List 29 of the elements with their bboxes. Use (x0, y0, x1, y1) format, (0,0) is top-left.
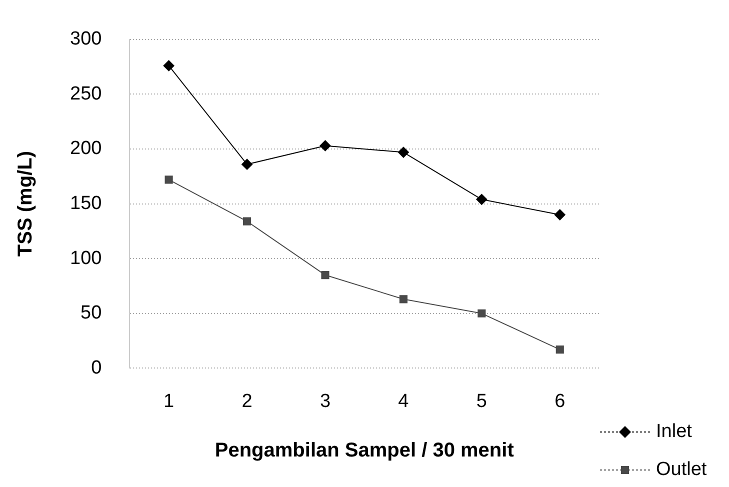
y-tick-label: 50 (80, 302, 102, 324)
point (164, 176, 173, 184)
x-tick-label: 6 (554, 390, 566, 412)
point (556, 346, 564, 354)
point (163, 60, 174, 72)
point (399, 295, 408, 304)
point (321, 271, 330, 280)
legend-label: Inlet (656, 421, 693, 442)
point (476, 194, 488, 205)
x-axis-title: Pengambilan Sampel / 30 menit (214, 440, 514, 462)
y-tick-label: 150 (70, 193, 102, 214)
x-tick-label: 1 (164, 390, 174, 412)
y-axis-title: TSS (mg/L) (14, 151, 37, 257)
x-tick-label: 4 (398, 390, 410, 412)
y-tick-label: 0 (91, 357, 102, 378)
point (398, 146, 409, 158)
y-tick-label: 300 (70, 28, 102, 50)
y-tick-label: 250 (70, 83, 102, 104)
x-tick-label: 5 (476, 390, 487, 412)
legend-label: Outlet (656, 459, 708, 480)
x-tick-label: 3 (320, 390, 331, 412)
point (242, 217, 252, 226)
point (320, 140, 331, 152)
point (242, 158, 253, 170)
point (478, 309, 486, 318)
point (554, 209, 566, 220)
x-tick-label: 2 (242, 390, 252, 412)
y-tick-label: 200 (70, 138, 102, 160)
y-tick-label: 100 (70, 248, 102, 269)
